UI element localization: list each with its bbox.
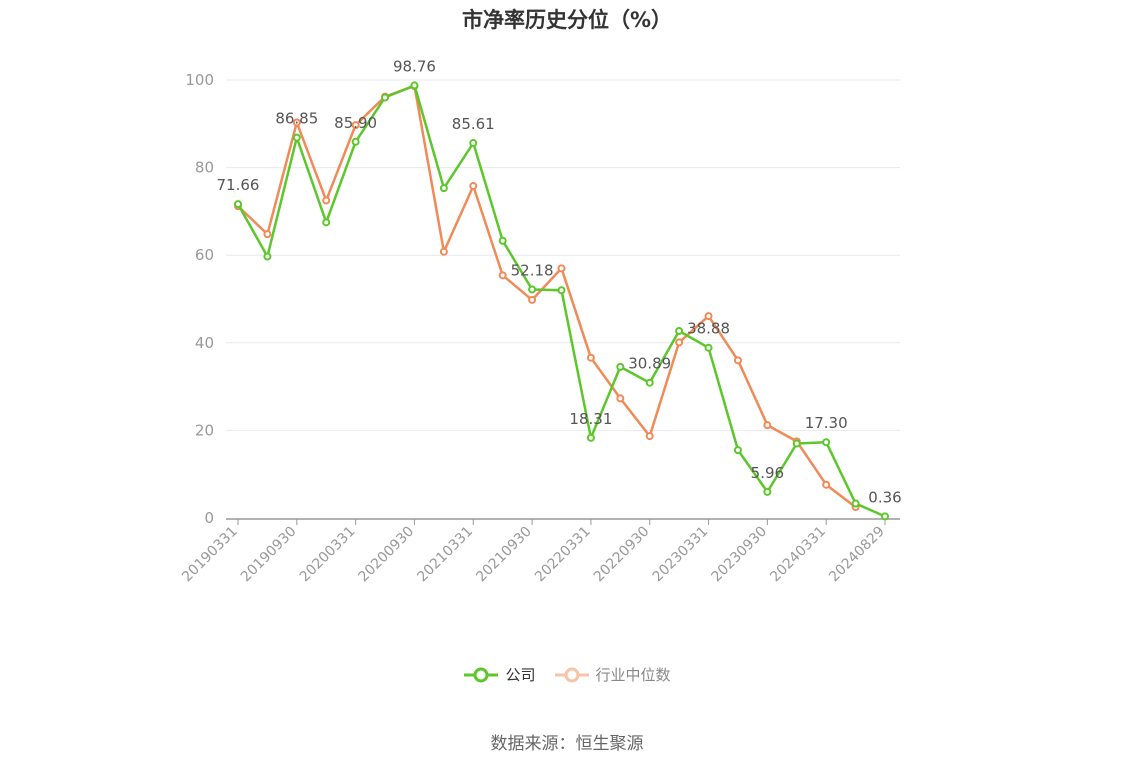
y-tick-label: 60 <box>195 246 214 264</box>
data-point-industry <box>469 181 478 190</box>
legend-item-industry[interactable]: 行业中位数 <box>554 664 671 685</box>
legend-company-symbol <box>464 667 499 682</box>
data-point-company <box>292 133 301 142</box>
x-tick-label: 20240331 <box>767 524 829 586</box>
legend-company-label: 公司 <box>505 666 536 684</box>
x-tick-label: 20210930 <box>473 524 535 586</box>
data-point-industry <box>263 230 272 239</box>
data-point-industry <box>439 247 448 256</box>
data-label: 30.89 <box>628 355 671 373</box>
data-point-industry <box>645 432 654 441</box>
data-point-industry <box>322 196 331 205</box>
data-label: 85.61 <box>452 115 495 133</box>
legend-item-company[interactable]: 公司 <box>463 664 536 685</box>
data-point-company <box>675 326 684 335</box>
data-point-company <box>822 438 831 447</box>
data-label: 52.18 <box>511 261 554 279</box>
y-tick-label: 100 <box>185 71 214 89</box>
data-label: 86.85 <box>275 110 318 128</box>
x-tick-label: 20230930 <box>708 524 770 586</box>
data-label: 98.76 <box>393 57 436 75</box>
data-point-company <box>586 433 595 442</box>
series-line-industry <box>237 84 857 509</box>
data-point-company <box>557 286 566 295</box>
data-point-industry <box>557 264 566 273</box>
data-point-company <box>351 137 360 146</box>
x-tick-label: 20220930 <box>591 524 653 586</box>
data-source: 数据来源：恒生聚源 <box>490 734 644 754</box>
y-tick-label: 0 <box>204 509 214 527</box>
x-tick-label: 20210331 <box>414 524 476 586</box>
data-point-company <box>763 487 772 496</box>
data-point-industry <box>498 271 507 280</box>
data-point-company <box>234 200 242 209</box>
data-point-industry <box>822 480 831 489</box>
data-label: 17.30 <box>805 414 848 432</box>
y-tick-label: 80 <box>195 159 214 177</box>
data-label: 38.88 <box>687 320 730 338</box>
data-point-company <box>381 93 390 102</box>
data-point-company <box>410 81 419 90</box>
x-tick-label: 20230331 <box>650 524 712 586</box>
data-point-industry <box>675 338 684 347</box>
y-tick-label: 40 <box>195 334 214 352</box>
data-point-company <box>792 439 801 448</box>
x-tick-label: 20190331 <box>179 524 241 586</box>
data-point-industry <box>528 295 537 304</box>
data-point-company <box>645 378 654 387</box>
data-point-industry <box>704 312 713 321</box>
y-tick-label: 20 <box>195 421 214 439</box>
data-label: 0.36 <box>868 488 901 506</box>
legend: 公司 行业中位数 <box>0 664 1134 685</box>
data-point-company <box>469 139 478 148</box>
x-tick-label: 20220331 <box>532 524 594 586</box>
data-point-company <box>263 252 272 261</box>
data-point-company <box>322 218 331 227</box>
data-point-industry <box>616 394 625 403</box>
legend-industry-symbol <box>554 667 589 682</box>
data-point-industry <box>733 356 742 365</box>
data-point-industry <box>292 118 301 127</box>
data-point-company <box>498 236 507 245</box>
chart-title: 市净率历史分位（%） <box>461 8 673 32</box>
data-point-company <box>851 499 860 508</box>
data-label: 85.90 <box>334 114 377 132</box>
series-line-company <box>236 84 886 518</box>
x-tick-label: 20200930 <box>356 524 418 586</box>
data-point-company <box>733 446 742 455</box>
x-tick-label: 20190930 <box>238 524 300 586</box>
data-label: 5.96 <box>751 464 784 482</box>
data-point-company <box>881 512 889 521</box>
data-label: 18.31 <box>569 410 612 428</box>
legend-industry-label: 行业中位数 <box>595 666 671 684</box>
x-tick-label: 20240829 <box>826 524 888 586</box>
data-point-company <box>616 362 625 371</box>
data-point-industry <box>586 353 595 362</box>
x-tick-label: 20200331 <box>297 524 359 586</box>
data-point-industry <box>351 121 360 130</box>
data-point-company <box>528 285 537 294</box>
data-point-company <box>439 184 448 193</box>
data-point-industry <box>763 421 772 430</box>
data-point-company <box>704 343 713 352</box>
data-label: 71.66 <box>217 176 260 194</box>
line-chart: 0 20 40 60 80 100 2019033120190930202003312020… <box>179 57 902 586</box>
